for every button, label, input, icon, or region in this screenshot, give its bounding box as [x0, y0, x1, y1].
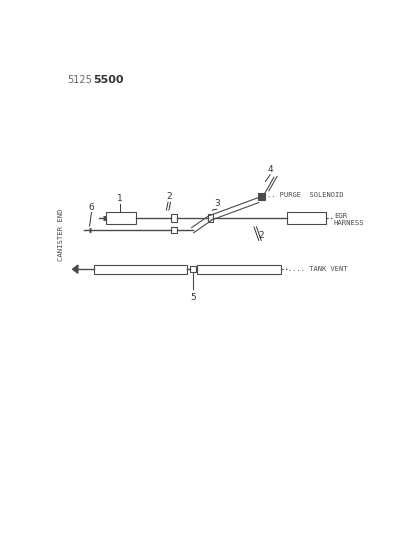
Text: 5500: 5500 — [94, 76, 124, 85]
Text: 5: 5 — [190, 293, 196, 302]
Text: 2: 2 — [166, 192, 172, 201]
Bar — [106, 212, 136, 224]
Bar — [171, 214, 177, 222]
Text: 6: 6 — [89, 203, 94, 212]
Text: EGR
HARNESS: EGR HARNESS — [334, 213, 365, 227]
Bar — [94, 265, 187, 273]
Bar — [171, 227, 177, 233]
Bar — [208, 214, 213, 222]
Text: 2: 2 — [258, 231, 264, 240]
Text: .. PURGE  SOLENOID: .. PURGE SOLENOID — [267, 192, 343, 198]
Text: 1: 1 — [117, 195, 123, 204]
Text: 4: 4 — [267, 165, 273, 174]
Text: .... TANK VENT: .... TANK VENT — [288, 266, 348, 272]
Text: CANISTER END: CANISTER END — [58, 208, 64, 261]
Bar — [190, 266, 196, 272]
Bar — [286, 212, 326, 224]
Text: 3: 3 — [214, 199, 220, 208]
Polygon shape — [73, 265, 78, 273]
Bar — [258, 193, 265, 200]
Text: 5125: 5125 — [67, 76, 92, 85]
Bar — [197, 265, 281, 273]
